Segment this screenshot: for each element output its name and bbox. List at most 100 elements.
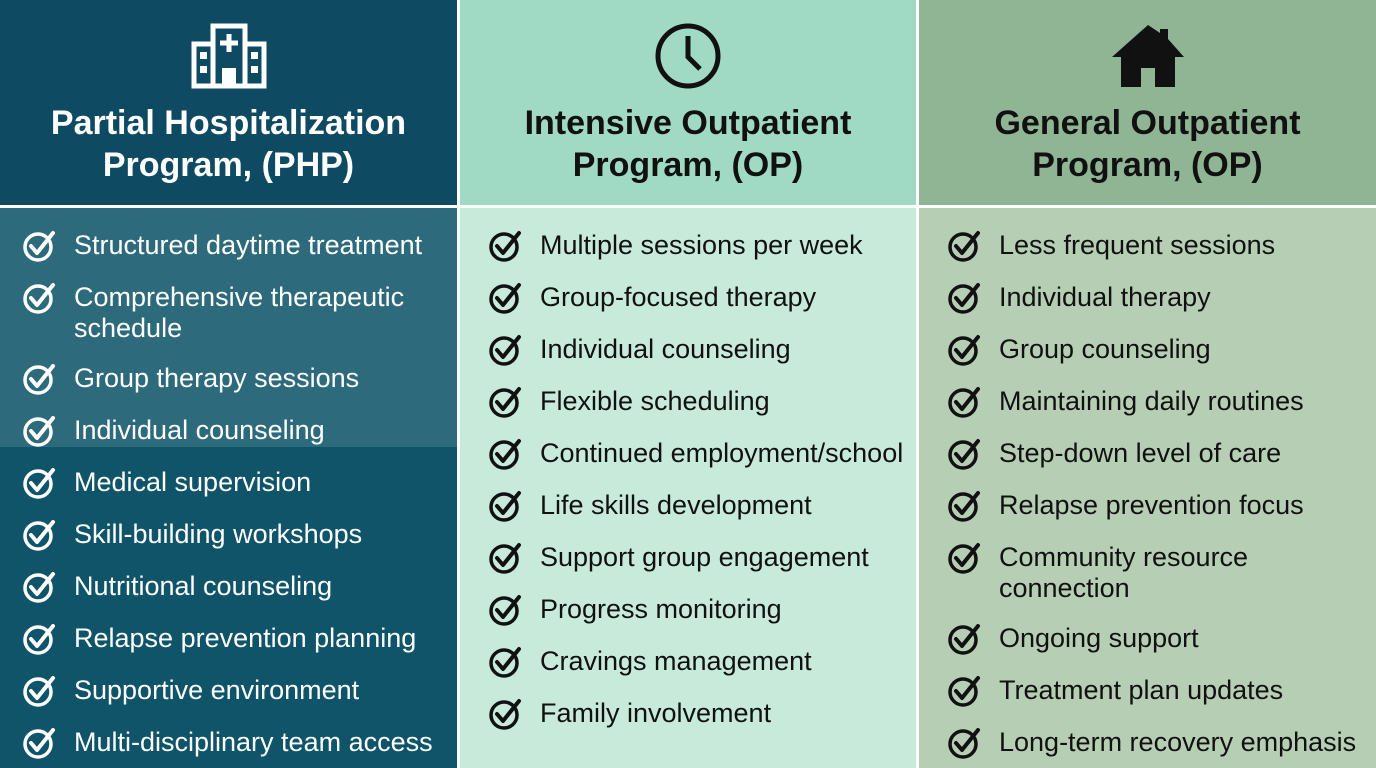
item-text: Individual therapy — [999, 282, 1211, 312]
column-header: General Outpatient Program, (OP) — [919, 0, 1376, 205]
list-item: Treatment plan updates — [947, 675, 1368, 708]
item-text: Support group engagement — [540, 542, 869, 572]
check-icon — [23, 283, 55, 314]
check-icon — [23, 231, 55, 262]
item-text: Group counseling — [999, 334, 1211, 364]
item-text: Structured daytime treatment — [74, 230, 423, 260]
column-header: Partial Hospitalization Program, (PHP) — [0, 0, 457, 205]
check-icon — [23, 572, 55, 603]
list-item: Step-down level of care — [947, 438, 1368, 471]
php-column: Partial Hospitalization Program, (PHP) St… — [0, 0, 457, 768]
list-item: Cravings management — [488, 646, 908, 679]
list-item: Continued employment/school — [488, 438, 908, 471]
item-text: Maintaining daily routines — [999, 386, 1304, 416]
check-icon — [23, 728, 55, 759]
list-item: Maintaining daily routines — [947, 386, 1368, 419]
check-icon — [23, 468, 55, 499]
item-text: Individual counseling — [540, 334, 791, 364]
list-item: Structured daytime treatment — [22, 230, 449, 263]
check-icon — [489, 699, 521, 730]
list-item: Supportive environment — [22, 675, 449, 708]
column-title: Intensive Outpatient Program, (OP) — [524, 104, 852, 184]
list-item: Skill-building workshops — [22, 519, 449, 552]
check-icon — [23, 364, 55, 395]
check-icon — [489, 543, 521, 574]
check-icon — [948, 231, 980, 262]
list-item: Group therapy sessions — [22, 363, 449, 396]
item-text: Long-term recovery emphasis — [999, 727, 1357, 757]
list-item: Individual therapy — [947, 282, 1368, 315]
list-item: Relapse prevention focus — [947, 490, 1368, 523]
check-icon — [948, 283, 980, 314]
list-item: Ongoing support — [947, 623, 1368, 656]
list-item: Individual counseling — [22, 415, 449, 448]
list-item: Nutritional counseling — [22, 571, 449, 604]
item-text: Relapse prevention focus — [999, 490, 1304, 520]
list-item: Comprehensive therapeutic schedule — [22, 282, 449, 344]
list-item: Medical supervision — [22, 467, 449, 500]
item-text: Nutritional counseling — [74, 571, 333, 601]
item-text: Individual counseling — [74, 415, 325, 445]
check-icon — [489, 595, 521, 626]
item-text: Continued employment/school — [540, 438, 904, 468]
check-icon — [23, 624, 55, 655]
item-text: Multi-disciplinary team access — [74, 727, 433, 757]
hospital-icon — [191, 23, 266, 89]
item-text: Group therapy sessions — [74, 363, 360, 393]
column-body: Structured daytime treatment Comprehensiv… — [0, 208, 457, 768]
item-text: Cravings management — [540, 646, 812, 676]
item-text: Flexible scheduling — [540, 386, 770, 416]
column-body: Less frequent sessions Individual therapy… — [919, 208, 1376, 768]
list-item: Family involvement — [488, 698, 908, 731]
list-item: Group-focused therapy — [488, 282, 908, 315]
item-text: Ongoing support — [999, 623, 1199, 653]
check-icon — [948, 624, 980, 655]
check-icon — [489, 647, 521, 678]
column-title: Partial Hospitalization Program, (PHP) — [50, 104, 407, 184]
item-text: Community resource connection — [999, 542, 1249, 603]
list-item: Multi-disciplinary team access — [22, 727, 449, 760]
check-icon — [948, 728, 980, 759]
item-text: Skill-building workshops — [74, 519, 363, 549]
item-text: Relapse prevention planning — [74, 623, 417, 653]
iop-column: Intensive Outpatient Program, (OP) Multip… — [460, 0, 916, 768]
list-item: Less frequent sessions — [947, 230, 1368, 263]
check-icon — [948, 335, 980, 366]
item-text: Progress monitoring — [540, 594, 782, 624]
list-item: Community resource connection — [947, 542, 1368, 604]
check-icon — [489, 231, 521, 262]
check-icon — [23, 416, 55, 447]
list-item: Progress monitoring — [488, 594, 908, 627]
item-text: Step-down level of care — [999, 438, 1282, 468]
check-icon — [948, 543, 980, 574]
list-item: Long-term recovery emphasis — [947, 727, 1368, 760]
column-body: Multiple sessions per week Group-focused … — [460, 208, 916, 768]
check-icon — [948, 491, 980, 522]
item-list: Less frequent sessions Individual therapy… — [947, 230, 1368, 768]
item-text: Less frequent sessions — [999, 230, 1276, 260]
list-item: Flexible scheduling — [488, 386, 908, 419]
check-icon — [948, 439, 980, 470]
check-icon — [489, 439, 521, 470]
check-icon — [948, 387, 980, 418]
check-icon — [489, 491, 521, 522]
item-text: Treatment plan updates — [999, 675, 1284, 705]
list-item: Multiple sessions per week — [488, 230, 908, 263]
check-icon — [489, 387, 521, 418]
list-item: Support group engagement — [488, 542, 908, 575]
item-text: Multiple sessions per week — [540, 230, 863, 260]
item-list: Structured daytime treatment Comprehensiv… — [22, 230, 449, 768]
highlight — [0, 208, 457, 447]
op-column: General Outpatient Program, (OP) Less fre… — [919, 0, 1376, 768]
column-title: General Outpatient Program, (OP) — [994, 104, 1301, 184]
home-icon — [1111, 25, 1184, 87]
check-icon — [23, 520, 55, 551]
check-icon — [489, 335, 521, 366]
item-text: Comprehensive therapeutic schedule — [74, 282, 405, 343]
list-item: Individual counseling — [488, 334, 908, 367]
check-icon — [23, 676, 55, 707]
check-icon — [948, 676, 980, 707]
item-text: Family involvement — [540, 698, 772, 728]
item-list: Multiple sessions per week Group-focused … — [488, 230, 908, 750]
